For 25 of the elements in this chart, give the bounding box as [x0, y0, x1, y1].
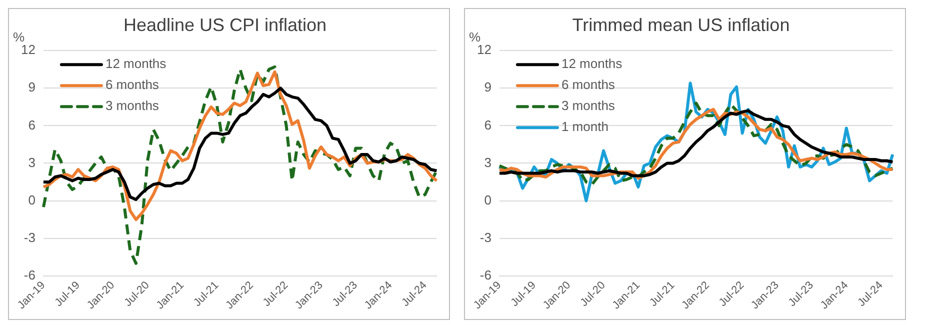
y-axis-title: %: [13, 30, 25, 45]
y-tick-label: 3: [484, 154, 492, 170]
y-axis-title: %: [469, 30, 481, 45]
legend-label: 1 month: [561, 119, 608, 134]
y-tick-label: 9: [28, 80, 36, 95]
y-tick-label: 6: [484, 117, 492, 132]
y-tick-label: 12: [476, 42, 492, 58]
y-tick-label: -6: [480, 267, 492, 282]
y-tick-label: 9: [484, 80, 492, 95]
y-tick-label: -3: [480, 230, 492, 245]
legend-label: 12 months: [561, 56, 623, 72]
y-tick-label: 12: [20, 42, 36, 58]
legend-label: 3 months: [105, 98, 160, 114]
y-tick-label: 6: [28, 117, 36, 132]
legend-label: 6 months: [561, 77, 616, 92]
chart-title: Trimmed mean US inflation: [572, 14, 790, 35]
y-tick-label: 0: [484, 192, 492, 208]
legend-label: 12 months: [105, 56, 167, 72]
legend-label: 3 months: [561, 98, 616, 114]
legend-label: 6 months: [105, 77, 160, 92]
y-tick-label: -3: [24, 230, 36, 245]
y-tick-label: 3: [28, 154, 36, 170]
chart-title: Headline US CPI inflation: [123, 14, 327, 35]
y-tick-label: -6: [24, 267, 36, 282]
y-tick-label: 0: [28, 192, 36, 208]
